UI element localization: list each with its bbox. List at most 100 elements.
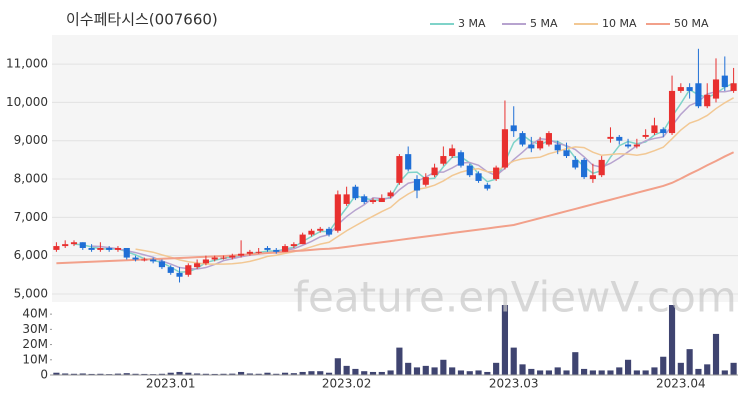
volume-bar	[369, 371, 377, 375]
candle-body	[581, 159, 588, 178]
candle-body	[457, 152, 465, 166]
volume-bar	[677, 362, 684, 375]
volume-bar	[185, 372, 192, 375]
volume-bar	[387, 370, 394, 375]
volume-bar	[607, 370, 614, 375]
x-tick-label: 2023.01	[146, 377, 196, 391]
volume-bar	[361, 371, 368, 375]
chart-title: 이수페타시스(007660)	[66, 11, 218, 29]
candle-body	[431, 167, 438, 176]
volume-bar	[431, 367, 438, 375]
candle-body	[440, 156, 447, 164]
candle-body	[97, 247, 104, 250]
volume-bar	[229, 373, 236, 375]
candle-body	[158, 261, 166, 268]
candle-body	[563, 150, 570, 157]
volume-bar	[704, 364, 711, 375]
volume-bar	[686, 349, 693, 375]
volume-bar	[273, 373, 280, 375]
volume-bar	[79, 373, 86, 375]
volume-bar	[598, 370, 605, 375]
candle-body	[730, 83, 737, 91]
legend-label: 50 MA	[674, 17, 709, 30]
y-tick-label: 7,000	[14, 210, 48, 224]
y-tick-label: 40M	[22, 307, 48, 321]
candle-body	[299, 234, 306, 245]
volume-bar	[325, 372, 333, 375]
candle-body	[633, 144, 640, 147]
candle-body	[598, 159, 605, 176]
volume-bar	[167, 372, 174, 375]
legend-label: 10 MA	[602, 17, 637, 30]
volume-bar	[413, 367, 421, 375]
candle-body	[616, 136, 623, 141]
volume-bar	[141, 373, 148, 375]
volume-bar	[264, 372, 271, 375]
volume-bar	[290, 373, 297, 375]
candle-body	[88, 247, 95, 250]
candle-body	[484, 184, 491, 189]
candle-body	[106, 247, 113, 250]
y-tick-label: 9,000	[14, 133, 48, 147]
candle-body	[695, 83, 702, 107]
candle-body	[290, 244, 297, 247]
volume-bar	[176, 371, 183, 375]
volume-bar	[651, 367, 658, 375]
candle-body	[466, 165, 473, 176]
volume-bar	[554, 367, 561, 375]
ma-line	[56, 151, 735, 265]
candle-body	[537, 140, 544, 149]
legend-label: 3 MA	[458, 17, 486, 30]
volume-bar	[422, 365, 429, 375]
candle-body	[150, 259, 157, 262]
y-tick-label: 6,000	[14, 248, 48, 262]
volume-bar	[378, 371, 385, 375]
volume-bar	[616, 367, 623, 375]
volume-bar	[88, 373, 95, 375]
volume-bar	[238, 371, 245, 375]
volume-bar	[194, 373, 201, 375]
volume-bar	[343, 365, 350, 375]
volume-bar	[572, 352, 579, 375]
volume-bar	[299, 371, 306, 375]
watermark: feature.enViewV.com	[293, 273, 736, 322]
volume-bar	[589, 370, 596, 375]
y-tick-label: 0	[40, 368, 48, 382]
candle-body	[317, 228, 324, 231]
candle-body	[264, 247, 271, 250]
volume-bar	[475, 370, 482, 375]
candle-body	[712, 79, 720, 99]
volume-bar	[581, 368, 588, 375]
candle-body	[449, 148, 456, 157]
candle-body	[167, 267, 174, 273]
candle-body	[704, 94, 711, 107]
candle-body	[273, 249, 280, 252]
volume-bar	[642, 370, 649, 375]
volume-bar	[114, 373, 122, 375]
candle-body	[475, 173, 482, 181]
volume-bar	[132, 373, 139, 375]
volume-bar	[211, 373, 218, 375]
ma-line	[91, 89, 734, 270]
volume-bar	[510, 347, 517, 375]
candle-body	[501, 129, 509, 168]
volume-bar	[493, 362, 500, 375]
plot-background	[52, 35, 738, 302]
volume-bar	[317, 371, 324, 375]
volume-bar	[352, 368, 359, 375]
candle-body	[343, 194, 350, 204]
candle-body	[141, 259, 148, 261]
candle-body	[361, 196, 368, 203]
ma-line	[135, 97, 734, 265]
candle-body	[202, 259, 209, 264]
candle-body	[238, 253, 245, 256]
candle-body	[53, 246, 60, 250]
candle-body	[246, 251, 253, 254]
volume-bar	[528, 368, 535, 375]
y-tick-label: 10M	[22, 352, 48, 366]
candle-body	[123, 247, 130, 258]
ma-line	[73, 82, 734, 273]
candle-body	[325, 228, 333, 235]
candle-body	[413, 179, 421, 191]
